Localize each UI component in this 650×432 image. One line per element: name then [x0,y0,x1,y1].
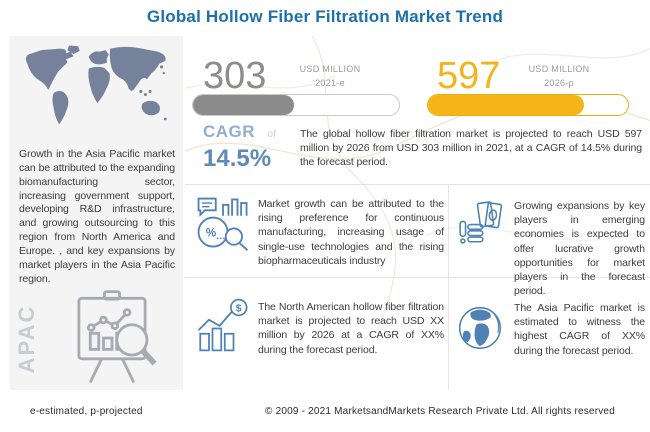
insight-market-growth: Market growth can be attributed to the r… [258,198,444,267]
market-summary-paragraph: The global hollow fiber filtration marke… [300,128,642,169]
growth-chart-icon: $ [195,297,251,353]
apac-watermark: APAC [14,304,39,374]
page-title: Global Hollow Fiber Filtration Market Tr… [146,7,504,26]
unit-label: USD MILLION [299,64,361,74]
svg-text:$: $ [236,302,242,314]
vertical-divider [448,184,449,390]
insight-asia-pacific: The Asia Pacific market is estimated to … [514,302,645,357]
footnote-legend: e-estimated, p-projected [30,406,143,417]
unit-label: USD MILLION [528,64,590,74]
cagr-block: CAGR of 14.5% [203,122,298,173]
market-unit-2026: USD MILLION 2026-p [516,63,602,90]
region-panel: Growth in the Asia Pacific market can be… [10,36,183,390]
gauge-bar-2026 [427,94,629,116]
money-hand-icon [457,196,507,250]
insight-key-players: Growing expansions by key players in eme… [514,200,645,298]
market-value-2021: 303 [203,55,267,97]
gauge-bar-2021 [192,94,400,116]
horizontal-divider-2 [185,277,650,278]
cagr-label: CAGR [203,122,256,141]
market-unit-2021: USD MILLION 2021-e [287,63,373,90]
svg-text:%: % [206,227,217,240]
insight-north-america: The North American hollow fiber filtrati… [258,301,444,356]
region-growth-paragraph: Growth in the Asia Pacific market can be… [19,148,175,285]
cagr-connector: of [267,129,276,140]
market-analysis-icon: % [194,194,252,252]
world-map-icon [20,42,173,134]
year-label: 2021-e [315,77,345,88]
cagr-value: 14.5% [203,145,272,172]
market-value-2026: 597 [437,55,501,97]
horizontal-divider-1 [185,184,650,185]
copyright-text: © 2009 - 2021 MarketsandMarkets Research… [265,406,615,417]
year-label: 2026-p [544,77,574,88]
gauge-fill-2026 [428,95,584,115]
globe-icon [455,303,505,353]
gauge-fill-2021 [193,95,294,115]
presentation-analysis-icon [60,286,164,390]
